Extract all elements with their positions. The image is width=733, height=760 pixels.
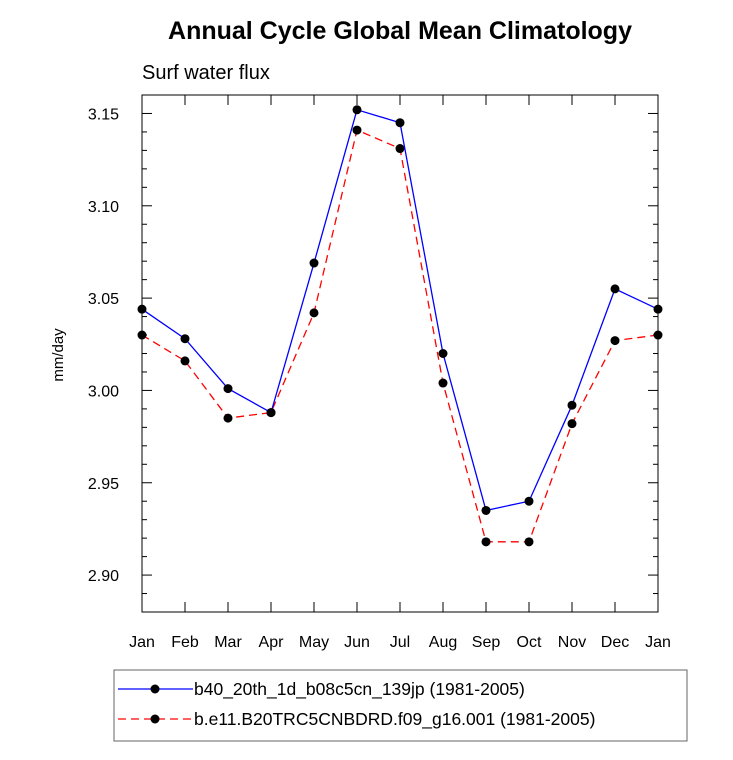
chart-title: Annual Cycle Global Mean Climatology xyxy=(168,17,632,45)
y-tick-label: 3.00 xyxy=(88,383,119,400)
y-tick-label: 2.95 xyxy=(88,476,119,493)
data-point xyxy=(610,336,620,346)
data-point xyxy=(266,408,276,418)
data-point xyxy=(352,125,362,135)
legend-marker xyxy=(150,684,160,694)
series-layer xyxy=(137,105,663,547)
legend-box xyxy=(113,669,688,742)
data-point xyxy=(309,308,319,318)
x-tick-label: Aug xyxy=(429,634,457,651)
data-point xyxy=(352,105,362,115)
x-tick-label: Dec xyxy=(601,634,629,651)
data-point xyxy=(481,537,491,547)
data-point xyxy=(180,356,190,366)
data-point xyxy=(438,378,448,388)
data-point xyxy=(395,144,405,154)
y-tick-label: 2.90 xyxy=(88,568,119,585)
data-point xyxy=(524,537,534,547)
series-line-1 xyxy=(141,129,659,543)
legend-marker xyxy=(150,714,160,724)
axis-ticks xyxy=(141,94,659,613)
legend-label: b.e11.B20TRC5CNBDRD.f09_g16.001 (1981-20… xyxy=(194,709,595,730)
data-point xyxy=(438,349,448,358)
series-line-0 xyxy=(141,108,659,512)
data-point xyxy=(137,330,147,340)
x-tick-label: Feb xyxy=(171,634,199,651)
x-tick-label: Jan xyxy=(645,634,671,651)
y-axis-label: mm/day xyxy=(50,328,67,382)
data-point xyxy=(481,505,491,515)
data-point xyxy=(180,334,190,344)
x-tick-label: Jun xyxy=(344,634,370,651)
x-tick-label: Nov xyxy=(558,634,586,651)
data-point xyxy=(610,284,620,294)
data-point xyxy=(309,258,319,268)
x-tick-label: Sep xyxy=(472,634,501,651)
data-point xyxy=(137,304,147,314)
data-point xyxy=(653,330,663,340)
y-tick-label: 3.10 xyxy=(88,199,119,216)
axis-tick-labels: Jan Feb Mar Apr May Jun Jul Aug Sep Oct Nov Dec Jan 2… xyxy=(88,106,671,651)
data-point xyxy=(223,413,233,423)
y-tick-label: 3.15 xyxy=(88,106,119,123)
data-point xyxy=(223,384,233,394)
data-point xyxy=(653,304,663,314)
legend-label: b40_20th_1d_b08c5cn_139jp (1981-2005) xyxy=(194,679,525,700)
data-point xyxy=(567,400,577,410)
data-point xyxy=(524,496,534,506)
x-tick-label: Apr xyxy=(259,634,285,651)
x-tick-label: Oct xyxy=(517,634,542,651)
x-tick-label: Jul xyxy=(390,634,410,651)
plot-frame xyxy=(141,94,659,613)
chart-subtitle: Surf water flux xyxy=(142,62,270,84)
y-tick-label: 3.05 xyxy=(88,291,119,308)
legend: b40_20th_1d_b08c5cn_139jp (1981-2005) b.e… xyxy=(113,669,688,742)
data-point xyxy=(567,419,577,429)
x-tick-label: May xyxy=(299,634,329,651)
x-tick-label: Jan xyxy=(129,634,155,651)
x-tick-label: Mar xyxy=(214,634,242,651)
data-point xyxy=(395,118,405,128)
